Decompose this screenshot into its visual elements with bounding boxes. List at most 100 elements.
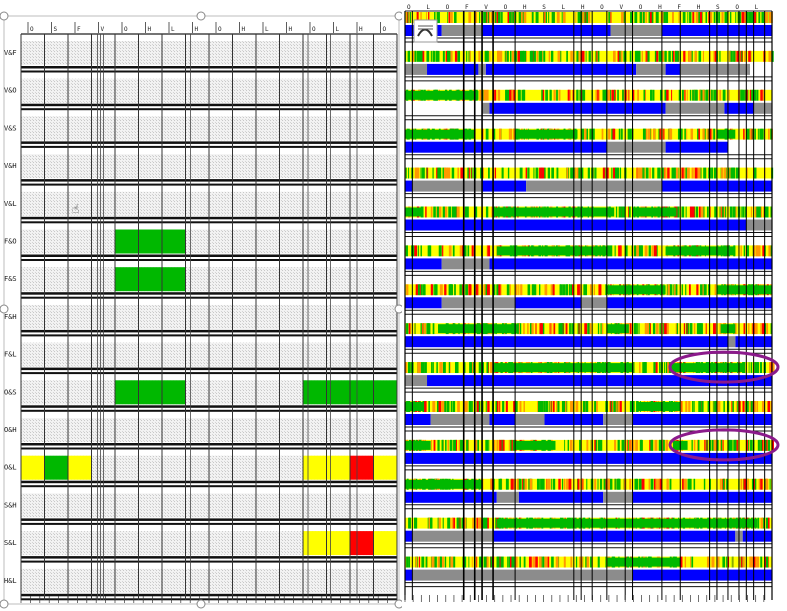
noise-sliver [667,167,670,179]
noise-sliver [688,401,690,412]
noise-sliver [595,439,597,451]
noise-sliver [487,50,489,62]
noise-sliver [667,284,670,296]
noise-sliver [608,12,611,23]
noise-sliver [471,245,474,257]
blue-segment [485,63,637,75]
noise-sliver [483,284,486,296]
blue-segment [405,530,413,542]
noise-sliver [560,323,563,335]
noise-sliver [719,50,721,62]
noise-sliver [505,401,508,412]
noise-sliver [412,362,414,374]
row-label: V&L [4,200,17,208]
noise-sliver [659,128,662,140]
noise-sliver [589,323,592,335]
noise-sliver [764,439,768,451]
resize-handle[interactable] [0,599,9,609]
noise-sliver [756,245,758,257]
noise-sliver [713,439,717,451]
noise-sliver [536,478,540,490]
noise-sliver [597,556,600,568]
noise-sliver [630,439,633,451]
noise-sliver [690,128,694,140]
noise-sliver [505,89,508,101]
blue-segment [606,297,772,309]
noise-sliver [602,89,606,101]
gray-segment [441,297,516,309]
noise-sliver [529,478,533,490]
noise-sliver [433,556,435,568]
resize-handle[interactable] [196,599,206,609]
noise-sliver [681,167,684,179]
noise-sliver [750,128,753,140]
noise-sliver [448,245,452,257]
noise-sliver [430,206,433,218]
noise-sliver [493,439,496,451]
noise-sliver [717,401,720,412]
resize-handle[interactable] [394,599,402,609]
noise-sliver [633,439,635,451]
noise-sliver [648,12,651,23]
noise-sliver [694,89,697,101]
resize-handle[interactable] [394,11,402,21]
resize-handle[interactable] [0,304,9,314]
noise-sliver [749,556,751,568]
noise-sliver [721,206,724,218]
noise-sliver [728,89,730,101]
noise-sliver [576,167,579,179]
resize-handle[interactable] [0,11,9,21]
green-segment [606,285,666,295]
top-tick-label: L [336,26,340,33]
noise-sliver [566,50,568,62]
noise-sliver [519,167,523,179]
green-segment [636,402,681,411]
noise-sliver [434,284,438,296]
noise-sliver [539,284,541,296]
noise-sliver [490,556,493,568]
noise-sliver [675,167,679,179]
noise-sliver [460,439,464,451]
layout-options-icon[interactable] [413,19,438,43]
resize-handle[interactable] [196,11,206,21]
noise-sliver [683,50,686,62]
noise-sliver [692,401,694,412]
noise-sliver [463,245,467,257]
noise-sliver [733,50,736,62]
noise-sliver [408,517,411,529]
noise-sliver [512,556,515,568]
noise-sliver [711,556,715,568]
colored-cell [21,455,44,480]
noise-sliver [770,206,772,218]
noise-sliver [497,556,500,568]
noise-sliver [524,167,527,179]
noise-sliver [713,12,716,23]
noise-sliver [586,12,588,23]
noise-sliver [450,401,453,412]
noise-sliver [680,556,683,568]
noise-sliver [698,89,701,101]
timeline-row [405,556,772,588]
noise-sliver [742,89,745,101]
noise-sliver [668,50,671,62]
noise-sliver [438,245,442,257]
noise-sliver [719,89,722,101]
row-label: V&F [4,49,17,57]
noise-sliver [428,401,430,412]
noise-sliver [769,362,772,374]
noise-sliver [610,478,613,490]
noise-sliver [624,245,628,257]
noise-sliver [486,556,489,568]
noise-sliver [645,50,648,62]
noise-sliver [748,323,750,335]
noise-sliver [446,401,450,412]
noise-sliver [562,284,566,296]
noise-sliver [736,50,739,62]
noise-sliver [771,439,774,451]
noise-sliver [744,89,747,101]
noise-sliver [506,284,510,296]
noise-sliver [708,89,710,101]
noise-sliver [629,128,632,140]
noise-sliver [664,50,667,62]
resize-handle[interactable] [394,304,402,314]
